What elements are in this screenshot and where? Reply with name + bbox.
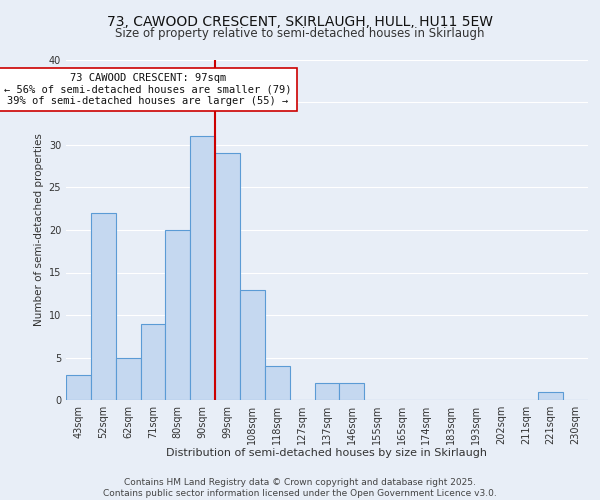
Bar bbox=[340, 383, 364, 400]
Bar bbox=[240, 290, 265, 400]
Text: Size of property relative to semi-detached houses in Skirlaugh: Size of property relative to semi-detach… bbox=[115, 28, 485, 40]
Bar bbox=[215, 154, 240, 400]
Y-axis label: Number of semi-detached properties: Number of semi-detached properties bbox=[34, 134, 44, 326]
Bar bbox=[166, 230, 190, 400]
Bar bbox=[314, 383, 340, 400]
Bar bbox=[140, 324, 166, 400]
Text: 73 CAWOOD CRESCENT: 97sqm
← 56% of semi-detached houses are smaller (79)
39% of : 73 CAWOOD CRESCENT: 97sqm ← 56% of semi-… bbox=[4, 72, 292, 106]
X-axis label: Distribution of semi-detached houses by size in Skirlaugh: Distribution of semi-detached houses by … bbox=[167, 448, 487, 458]
Bar bbox=[265, 366, 290, 400]
Bar bbox=[91, 213, 116, 400]
Bar bbox=[116, 358, 140, 400]
Bar bbox=[66, 374, 91, 400]
Text: 73, CAWOOD CRESCENT, SKIRLAUGH, HULL, HU11 5EW: 73, CAWOOD CRESCENT, SKIRLAUGH, HULL, HU… bbox=[107, 15, 493, 29]
Bar bbox=[538, 392, 563, 400]
Bar bbox=[190, 136, 215, 400]
Text: Contains HM Land Registry data © Crown copyright and database right 2025.
Contai: Contains HM Land Registry data © Crown c… bbox=[103, 478, 497, 498]
